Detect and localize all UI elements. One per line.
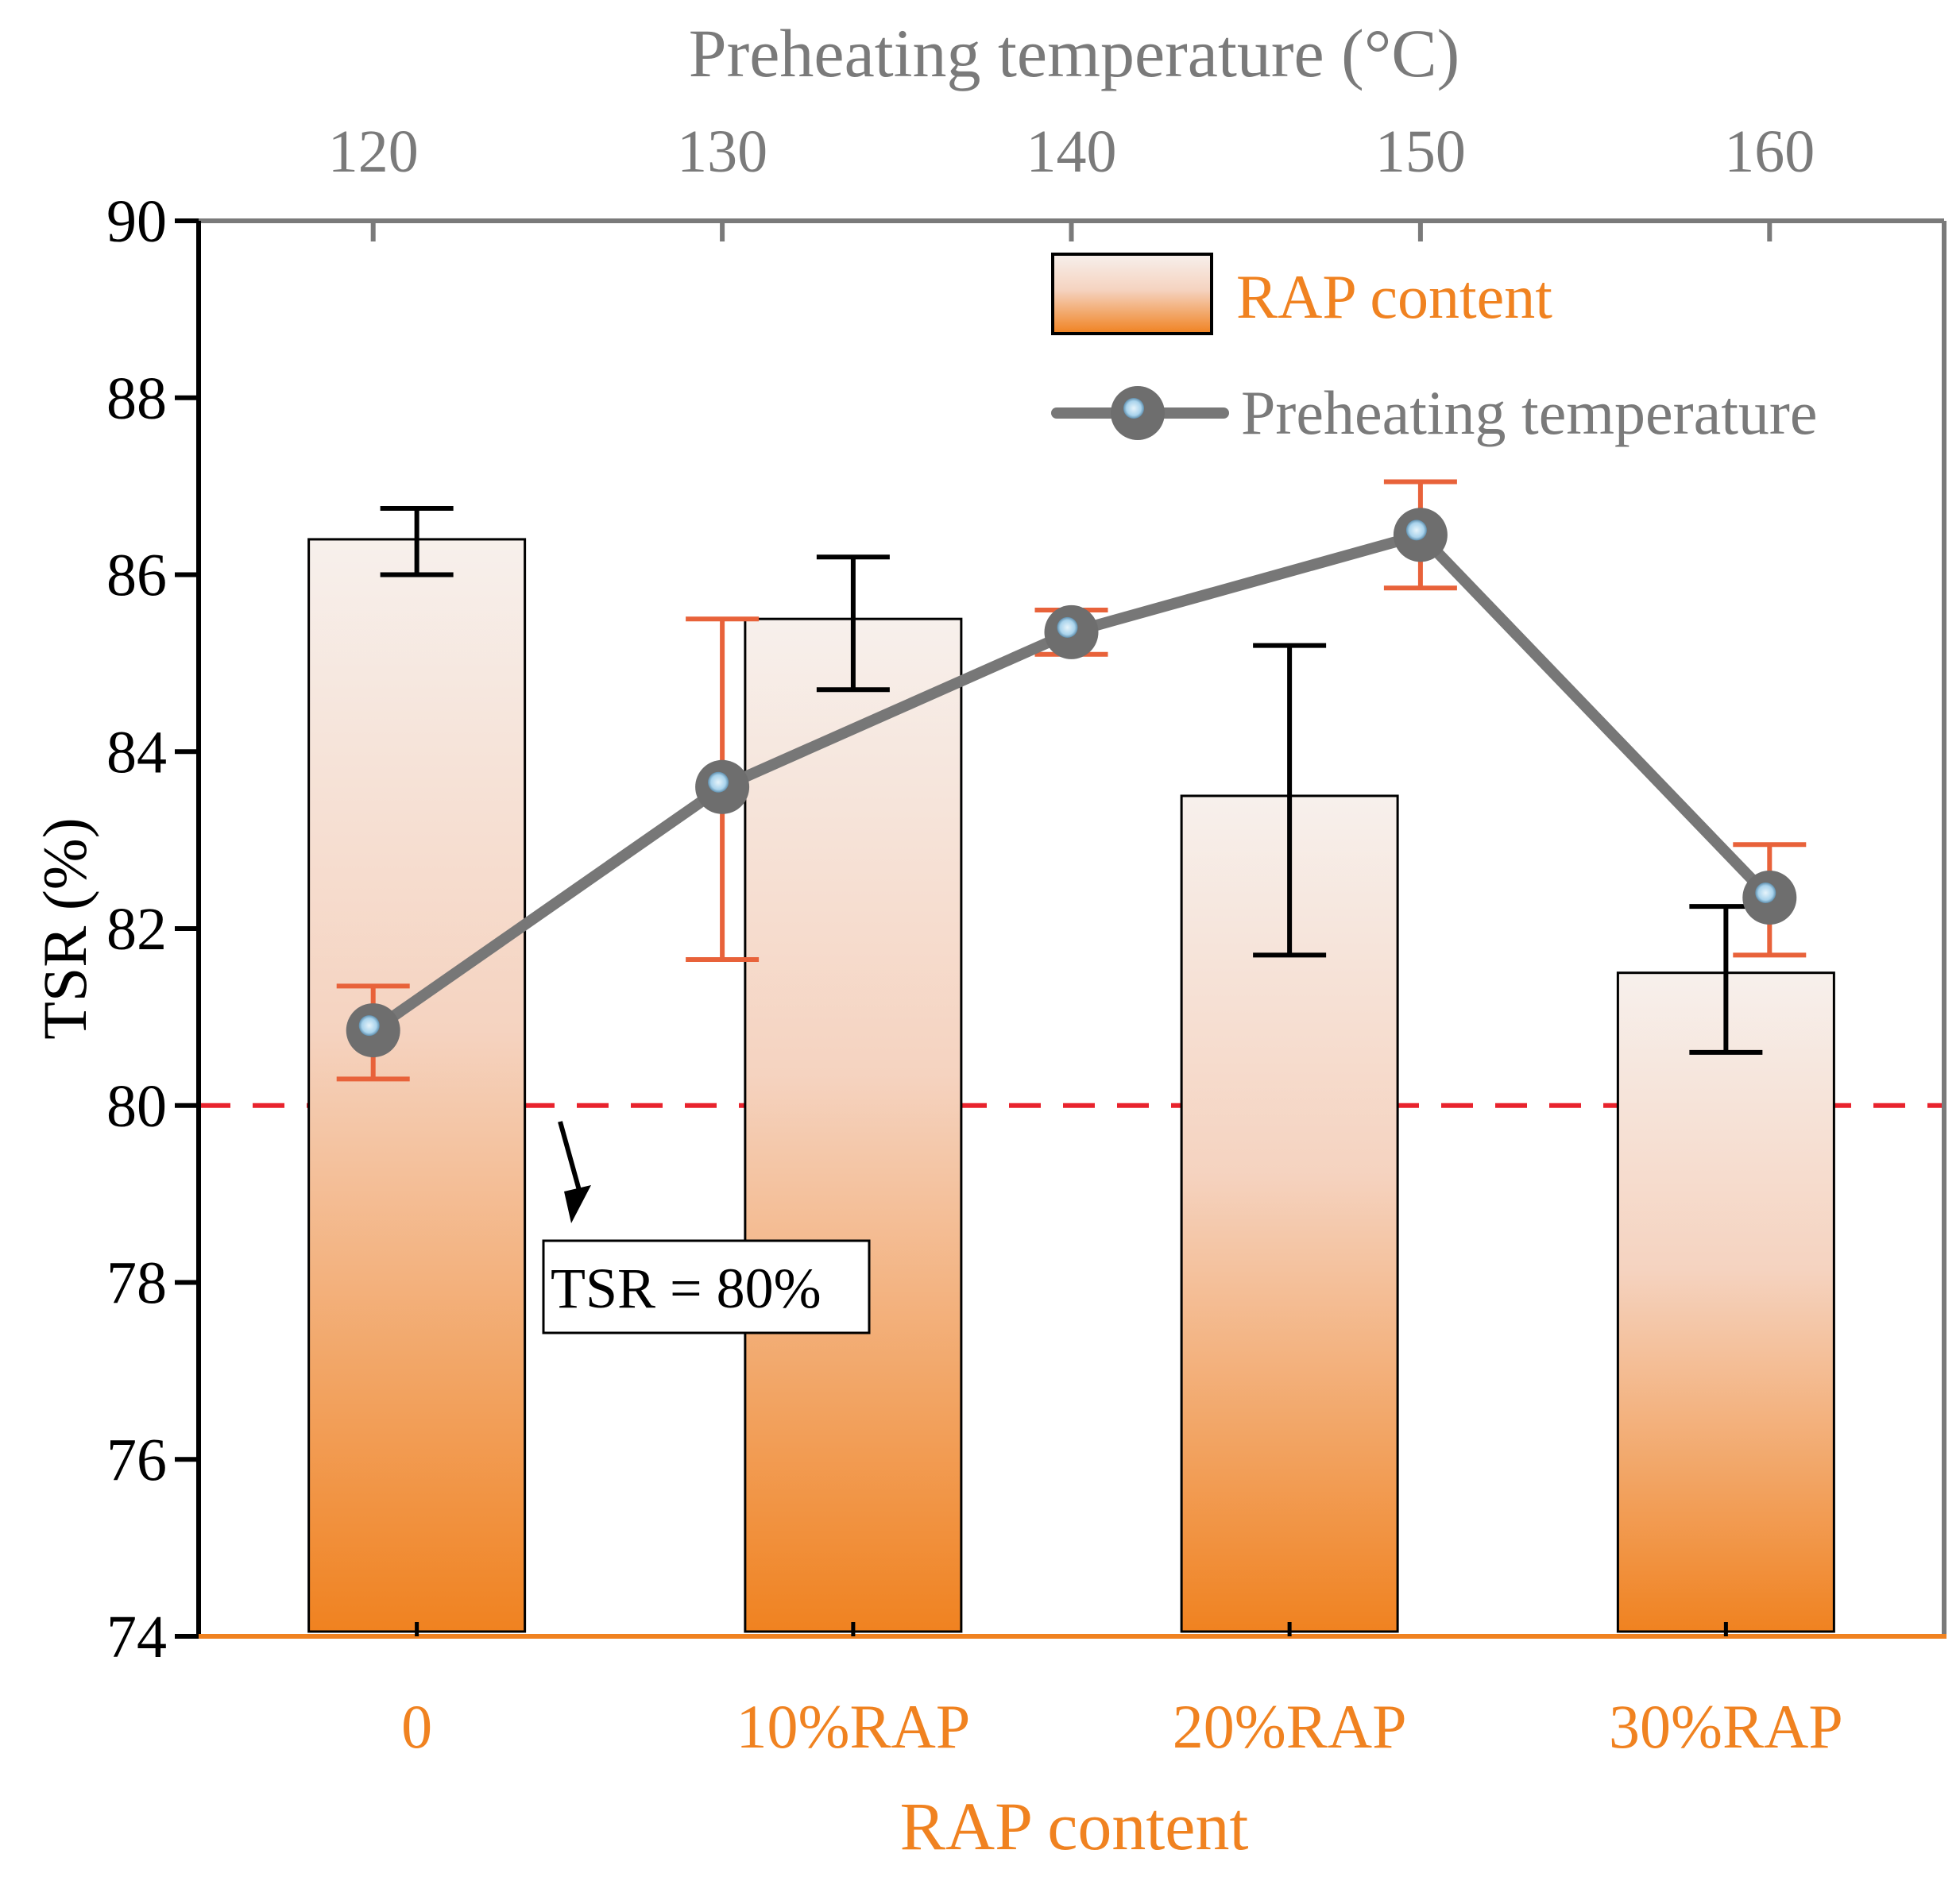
y-tick-label-2: 78 (106, 1250, 167, 1317)
top-tick-label-4: 160 (1724, 118, 1815, 185)
annotation-arrowhead (564, 1185, 591, 1223)
x-tick-label-0: 0 (401, 1692, 432, 1761)
y-tick-label-8: 90 (106, 188, 167, 255)
top-tick-label-1: 130 (677, 118, 767, 185)
line-marker-center-4 (1755, 882, 1776, 904)
x-tick-label-2: 20%RAP (1173, 1692, 1407, 1761)
y-tick-label-6: 86 (106, 543, 167, 609)
threshold-label: TSR = 80% (551, 1257, 821, 1320)
legend-bar-label: RAP content (1236, 262, 1552, 331)
y-tick-label-3: 80 (106, 1073, 167, 1140)
legend-line-label: Preheating temperature (1241, 378, 1818, 447)
x-tick-label-1: 10%RAP (736, 1692, 971, 1761)
line-marker-center-0 (358, 1015, 380, 1037)
line-marker-center-3 (1405, 519, 1427, 541)
x-tick-label-3: 30%RAP (1609, 1692, 1843, 1761)
top-tick-label-2: 140 (1026, 118, 1117, 185)
top-tick-label-3: 150 (1375, 118, 1466, 185)
legend: RAP content Preheating temperature (1051, 253, 1818, 447)
y-tick-label-1: 76 (106, 1427, 167, 1493)
top-tick-label-0: 120 (328, 118, 419, 185)
line-marker-center-2 (1057, 616, 1078, 638)
bar-1 (744, 617, 963, 1633)
legend-bar-swatch (1051, 253, 1213, 335)
x-axis-title: RAP content (900, 1788, 1249, 1864)
top-axis-title: Preheating temperature (°C) (689, 15, 1459, 91)
bar-0 (307, 538, 527, 1633)
y-axis-title: TSR (%) (30, 817, 99, 1039)
bar-3 (1616, 971, 1835, 1633)
threshold-annotation: TSR = 80% (542, 1121, 871, 1334)
annotation-box (542, 1239, 871, 1334)
y-tick-label-4: 82 (106, 896, 167, 963)
legend-marker-center (1123, 398, 1144, 419)
line-marker-center-1 (708, 771, 729, 793)
y-tick-label-7: 88 (106, 365, 167, 432)
y-tick-label-0: 74 (106, 1604, 167, 1670)
annotation-arrow (558, 1121, 582, 1194)
y-tick-label-5: 84 (106, 719, 167, 786)
